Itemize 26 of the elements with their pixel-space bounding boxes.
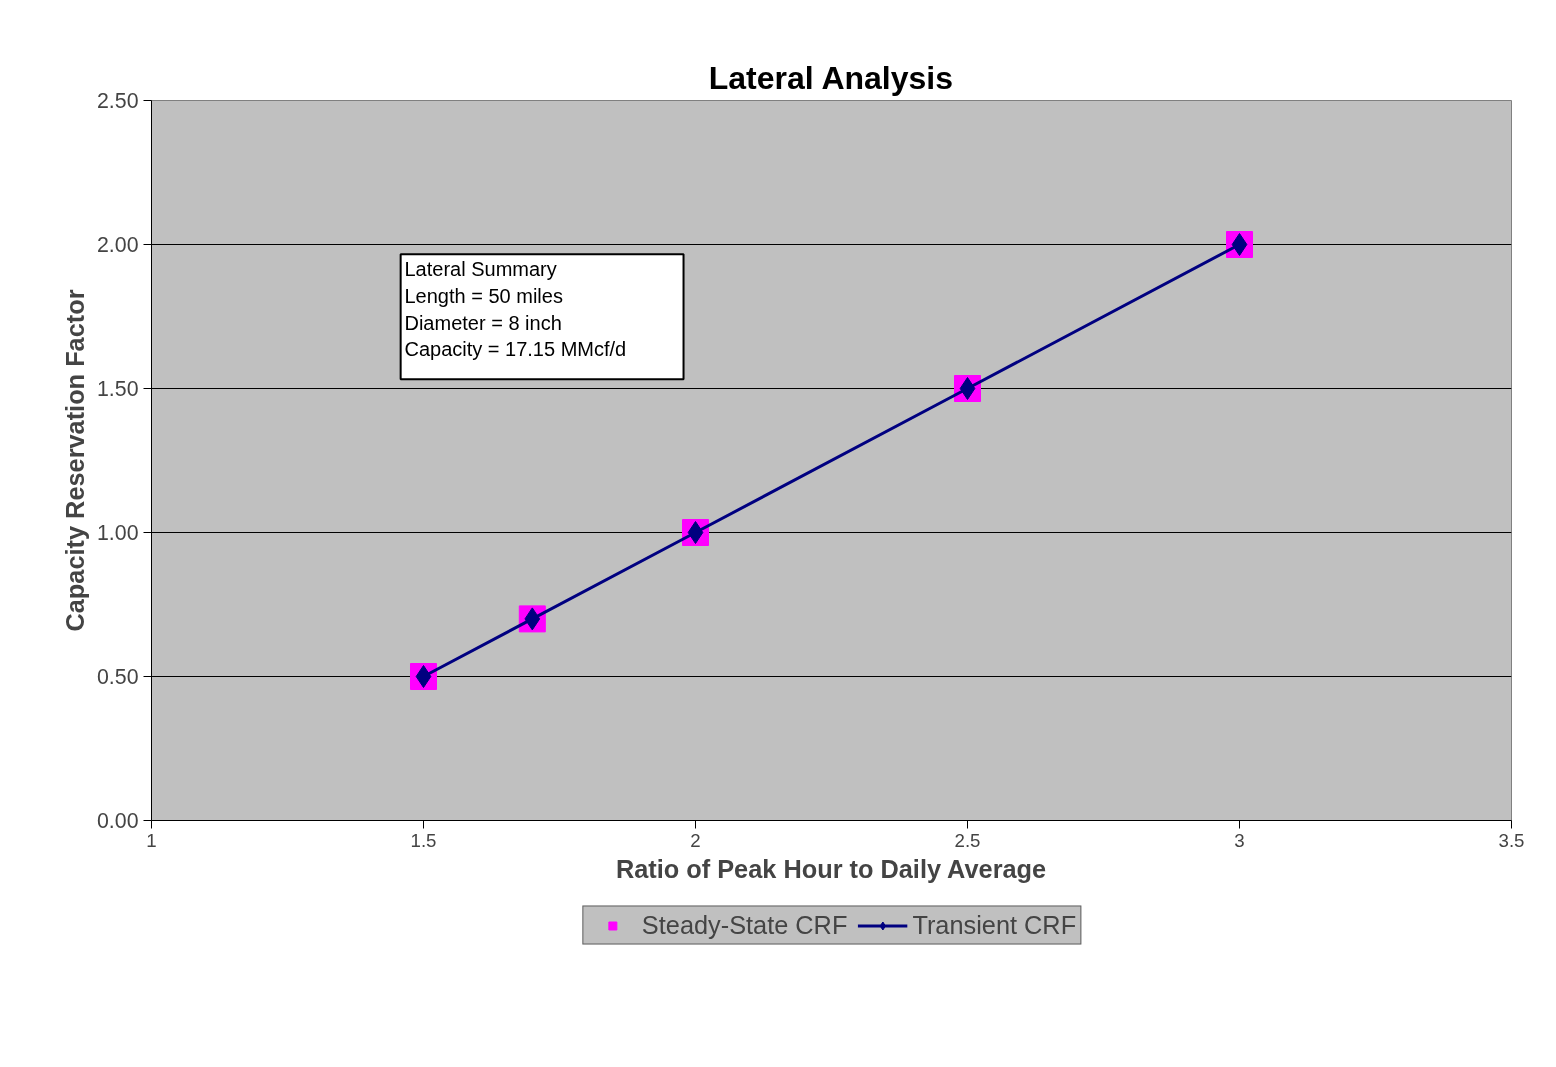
point: [1231, 233, 1248, 256]
point: [524, 607, 541, 631]
y-tick-label: 1.00: [96, 521, 139, 545]
annotation: Diameter = 8 inch: [404, 311, 562, 334]
chart-title: Lateral Analysis: [708, 59, 954, 96]
y-tick-label: 2.50: [96, 89, 139, 113]
legend-label: Transient CRF: [912, 910, 1077, 940]
legend-label: Steady-State CRF: [641, 910, 848, 940]
x-tick-label: 2.5: [954, 829, 981, 851]
y-tick-label: 0.00: [96, 809, 139, 833]
annotation: Lateral Summary: [404, 257, 557, 280]
annotation: Length = 50 miles: [404, 284, 563, 307]
point: [415, 665, 432, 688]
x-tick-label: 3.5: [1498, 829, 1525, 851]
y-tick-label: 1.50: [96, 377, 139, 401]
x-tick-label: 2: [690, 829, 701, 851]
x-tick-label: 3: [1234, 829, 1245, 851]
point: [959, 377, 976, 400]
point: [687, 521, 704, 544]
y-tick-label: 2.00: [96, 233, 139, 257]
y-tick-label: 0.50: [96, 665, 139, 689]
x-tick-label: 1: [146, 829, 157, 851]
x-tick-label: 1.5: [410, 829, 437, 851]
x-axis-title: Ratio of Peak Hour to Daily Average: [615, 854, 1047, 883]
annotation: Capacity = 17.15 MMcf/d: [404, 338, 627, 361]
y-axis-title: Capacity Reservation Factor: [60, 289, 89, 632]
